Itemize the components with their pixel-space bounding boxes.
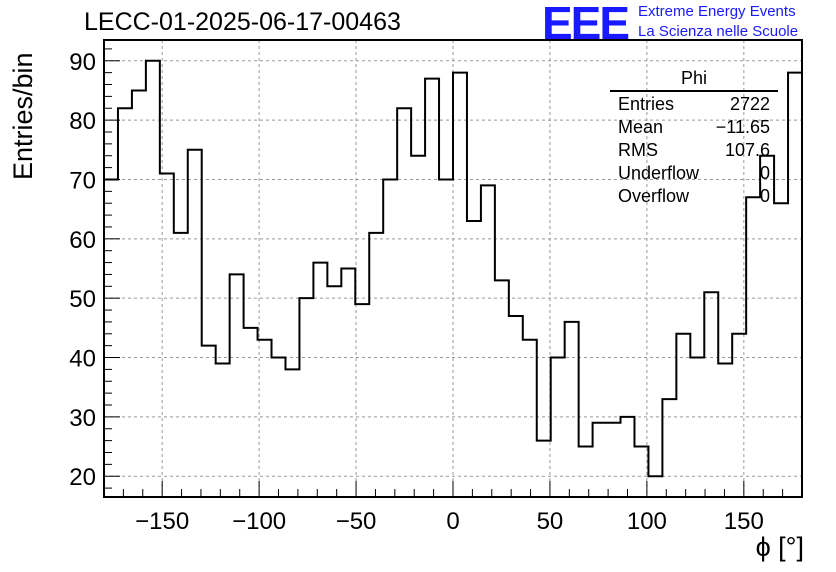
x-tick-label: 100 — [627, 508, 667, 535]
stats-value: 0 — [759, 163, 770, 183]
y-tick-label: 80 — [69, 108, 96, 135]
stats-box: Phi Entries 2722 Mean −11.65 RMS 107.6 U… — [610, 68, 778, 209]
stats-value: −11.65 — [715, 117, 770, 137]
x-axis-ticks: −150 −100 −50 0 50 100 150 — [103, 481, 803, 535]
x-axis-label: ϕ [°] — [755, 532, 804, 562]
stats-row-mean: Mean −11.65 — [610, 117, 778, 140]
y-tick-label: 60 — [69, 227, 96, 254]
y-tick-label: 50 — [69, 286, 96, 313]
x-tick-label: −150 — [135, 508, 189, 535]
y-axis-label: Entries/bin — [8, 52, 38, 180]
stats-label: Mean — [618, 117, 664, 137]
x-tick-label: 0 — [446, 508, 459, 535]
stats-box-title: Phi — [610, 68, 778, 92]
x-tick-label: 150 — [724, 508, 764, 535]
stats-value: 2722 — [729, 94, 770, 114]
y-tick-label: 70 — [69, 167, 96, 194]
chart-title: LECC-01-2025-06-17-00463 — [84, 8, 401, 36]
stats-value: 107.6 — [724, 140, 770, 160]
stats-row-rms: RMS 107.6 — [610, 140, 778, 163]
stats-label: Entries — [618, 94, 675, 114]
x-tick-label: −50 — [336, 508, 377, 535]
y-tick-label: 90 — [69, 49, 96, 76]
y-tick-label: 30 — [69, 405, 96, 432]
stats-row-entries: Entries 2722 — [610, 94, 778, 117]
stats-row-underflow: Underflow 0 — [610, 163, 778, 186]
logo-line-2: La Scienza nelle Scuole — [638, 23, 799, 40]
eee-logo-text: Extreme Energy Events La Scienza nelle S… — [638, 2, 798, 42]
stats-label: Overflow — [618, 186, 690, 206]
stats-label: RMS — [618, 140, 658, 160]
y-tick-label: 40 — [69, 346, 96, 373]
eee-logo: EEE — [542, 0, 630, 49]
histogram-line — [103, 59, 802, 497]
logo-line-1: Extreme Energy Events — [638, 3, 796, 20]
x-tick-label: 50 — [537, 508, 564, 535]
stats-label: Underflow — [618, 163, 700, 183]
stats-row-overflow: Overflow 0 — [610, 186, 778, 209]
stats-value: 0 — [759, 186, 770, 206]
y-tick-label: 20 — [69, 464, 96, 491]
y-axis-ticks: 20 30 40 50 60 70 80 90 — [69, 48, 120, 491]
x-tick-label: −100 — [232, 508, 286, 535]
